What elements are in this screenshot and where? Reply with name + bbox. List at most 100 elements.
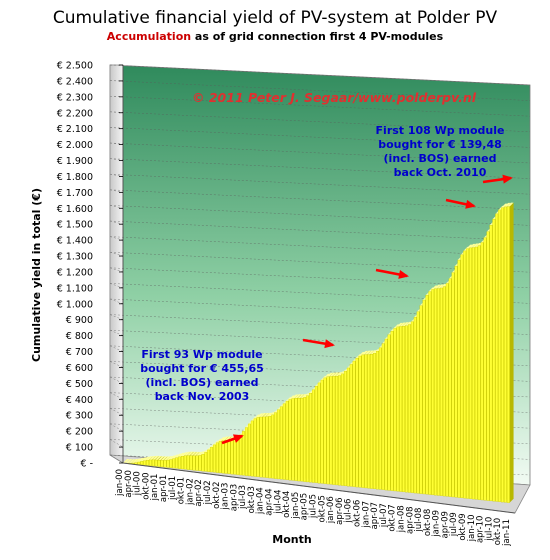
x-tick-label: apr-07 — [370, 502, 380, 529]
bar — [474, 246, 478, 500]
bar — [303, 397, 307, 482]
y-tick-label: € 1.900 — [57, 156, 93, 167]
x-tick-label: apr-10 — [476, 516, 486, 543]
bar — [294, 398, 298, 481]
bar — [277, 409, 280, 480]
bar — [201, 454, 205, 472]
bar — [445, 283, 449, 497]
bar — [157, 460, 161, 467]
x-tick-label: jan-06 — [326, 496, 336, 524]
bar — [247, 423, 251, 477]
y-tick-label: € 1.700 — [57, 188, 93, 199]
annotation-2003-line: bought for € 455,65 — [140, 362, 264, 375]
bar-top — [256, 413, 264, 418]
gridline-side — [109, 407, 124, 416]
bar — [311, 389, 315, 483]
bar — [399, 326, 403, 492]
x-tick-label: okt-10 — [493, 518, 503, 545]
bar-side — [128, 459, 133, 464]
bar-top — [265, 412, 273, 417]
bar-top — [131, 459, 139, 464]
bar-top — [143, 456, 150, 461]
x-tick-label: apr-09 — [440, 511, 450, 538]
x-tick-label: jan-07 — [361, 501, 371, 529]
bar — [172, 458, 176, 469]
x-axis-label: Month — [272, 533, 311, 546]
bar — [498, 209, 501, 502]
bar — [454, 265, 458, 498]
bar — [384, 338, 388, 491]
bar-top — [466, 244, 473, 249]
bar — [352, 360, 356, 487]
red-arrow-head — [502, 174, 513, 184]
bar — [183, 455, 187, 470]
bar-top — [294, 394, 302, 399]
bar — [402, 326, 405, 493]
bar — [221, 440, 225, 474]
gridline-side — [109, 376, 124, 384]
bar-top — [437, 284, 444, 289]
x-tick-label: jul-03 — [238, 485, 248, 510]
bar-top — [370, 350, 377, 355]
bar — [198, 455, 202, 471]
subtitle-rest: as of grid connection first 4 PV-modules — [191, 30, 444, 43]
bar-top — [501, 203, 508, 208]
x-tick-label: jul-05 — [309, 494, 319, 519]
subtitle-accent: Accumulation — [106, 30, 192, 43]
bar — [175, 457, 178, 469]
annotation-2010-line: bought for € 139,48 — [378, 138, 502, 151]
bar-top — [128, 459, 136, 464]
bar — [361, 354, 365, 488]
x-tick-label: apr-01 — [159, 475, 169, 502]
x-tick-label: jan-09 — [432, 510, 442, 538]
bar-top — [507, 202, 514, 207]
bar — [218, 441, 222, 474]
bar — [349, 364, 353, 487]
x-tick-label: jul-08 — [414, 508, 424, 533]
bar-top — [224, 436, 232, 441]
bar — [477, 245, 481, 500]
bar — [480, 242, 484, 501]
bar — [442, 286, 446, 497]
red-arrow-head — [398, 270, 409, 279]
bar — [355, 358, 359, 488]
bar — [448, 278, 452, 497]
y-tick-label: € 1.000 — [57, 299, 93, 310]
annotation-2003-line: First 93 Wp module — [141, 348, 262, 361]
bar — [416, 311, 420, 494]
x-tick-label: apr-02 — [194, 479, 204, 506]
bar — [428, 291, 432, 495]
bar — [410, 321, 414, 493]
bar — [405, 325, 408, 493]
bar — [320, 379, 324, 484]
bar — [236, 437, 240, 475]
y-tick-label: € 600 — [66, 363, 93, 374]
bar-top — [335, 372, 342, 377]
bar-top — [175, 453, 182, 458]
red-arrow-head — [324, 339, 335, 349]
bar-top — [259, 413, 267, 418]
x-axis-line — [122, 462, 516, 514]
bar — [492, 218, 496, 502]
bar — [504, 206, 507, 503]
bar — [317, 382, 321, 484]
x-tick-label: jul-02 — [203, 480, 213, 505]
bar-top — [396, 322, 403, 327]
bar — [274, 412, 277, 479]
bar — [413, 317, 417, 494]
bar-top — [123, 459, 130, 463]
bar-top — [137, 458, 145, 463]
y-tick-label: € 1.400 — [57, 236, 93, 247]
bar-top — [469, 243, 476, 248]
gridline-side — [109, 454, 124, 464]
x-tick-label: okt-04 — [282, 491, 292, 518]
bar — [486, 231, 490, 501]
y-tick-label: € 1.800 — [57, 172, 93, 183]
x-tick-label: jul-07 — [379, 503, 389, 528]
bar — [288, 399, 292, 481]
bar — [149, 459, 152, 466]
bar — [408, 324, 411, 493]
bar-top — [187, 451, 194, 456]
bar — [178, 456, 181, 469]
bar — [204, 452, 208, 472]
